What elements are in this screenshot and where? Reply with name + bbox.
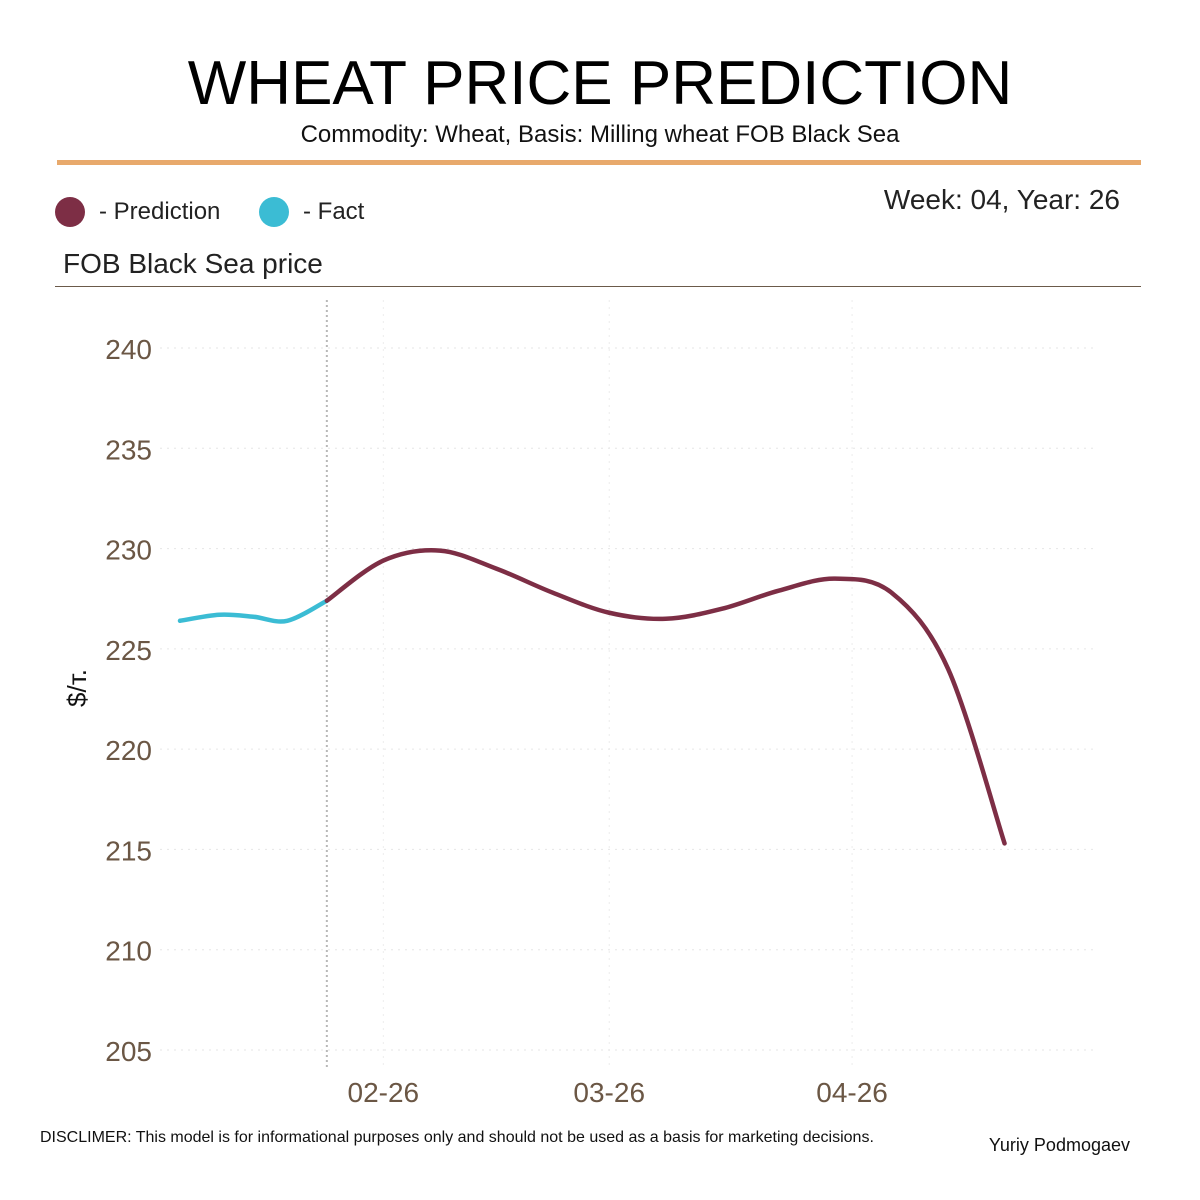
disclaimer-text: DISCLIMER: This model is for information… bbox=[40, 1129, 874, 1146]
series-line-prediction bbox=[324, 548, 1007, 846]
panel-divider bbox=[55, 286, 1141, 287]
prediction-dot-icon bbox=[55, 197, 85, 227]
x-tick-label: 04-26 bbox=[816, 1077, 888, 1108]
y-tick-label: 230 bbox=[105, 535, 152, 566]
y-axis-label: $/т. bbox=[62, 669, 92, 707]
legend-prediction-label: - Prediction bbox=[99, 198, 221, 225]
fact-dot-icon bbox=[259, 197, 289, 227]
y-tick-label: 235 bbox=[105, 434, 152, 465]
header-divider bbox=[57, 160, 1141, 165]
series-line-fact bbox=[177, 598, 330, 624]
legend-fact: - Fact bbox=[259, 194, 364, 230]
x-tick-label: 03-26 bbox=[573, 1077, 645, 1108]
legend-prediction: - Prediction bbox=[55, 194, 220, 230]
y-tick-label: 225 bbox=[105, 635, 152, 666]
week-label: Week: 04, Year: 26 bbox=[883, 184, 1120, 215]
author-name: Yuriy Podmogaev bbox=[988, 1135, 1130, 1155]
y-tick-label: 210 bbox=[105, 936, 152, 967]
legend-fact-label: - Fact bbox=[303, 198, 365, 225]
y-tick-label: 205 bbox=[105, 1036, 152, 1067]
page-subtitle: Commodity: Wheat, Basis: Milling wheat F… bbox=[300, 121, 900, 148]
x-tick-label: 02-26 bbox=[348, 1077, 420, 1108]
y-tick-label: 215 bbox=[105, 835, 152, 866]
y-tick-label: 240 bbox=[105, 334, 152, 365]
page-title: WHEAT PRICE PREDICTION bbox=[187, 49, 1013, 118]
y-tick-label: 220 bbox=[105, 735, 152, 766]
panel-title: FOB Black Sea price bbox=[63, 248, 323, 279]
